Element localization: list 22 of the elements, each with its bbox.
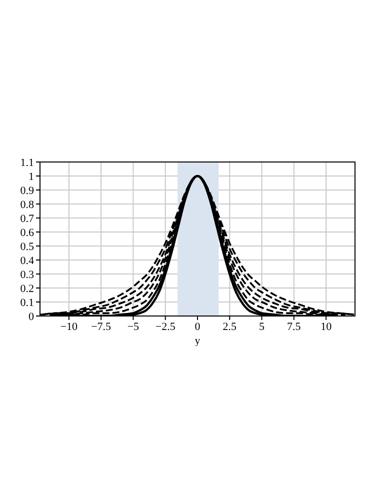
y-tick-label: 1.1: [20, 156, 34, 169]
x-tick-label: −10: [60, 320, 78, 333]
x-tick-label: −7.5: [91, 320, 112, 333]
y-tick-label: 0.8: [20, 198, 34, 211]
x-tick-label: 2.5: [222, 320, 238, 333]
x-tick-label: 5: [259, 320, 266, 333]
x-tick-label: −5: [127, 320, 140, 333]
y-tick-label: 0.5: [20, 240, 34, 253]
x-tick-label: −2.5: [155, 320, 176, 333]
y-tick-label: 0.7: [20, 212, 34, 225]
y-tick-label: 0.3: [20, 268, 34, 281]
y-tick-label: 0.6: [20, 226, 34, 239]
y-tick-label: 0.1: [20, 296, 34, 309]
y-tick-label: 1: [28, 170, 34, 183]
y-tick-label: 0.2: [20, 282, 34, 295]
y-tick-label: 0.4: [20, 254, 34, 267]
x-tick-label: 0: [194, 320, 201, 333]
y-tick-label: 0: [28, 310, 34, 323]
x-tick-label: 7.5: [287, 320, 302, 333]
y-tick-label: 0.9: [20, 184, 34, 197]
x-tick-label: 10: [320, 320, 332, 333]
x-axis-title: y: [194, 335, 201, 347]
